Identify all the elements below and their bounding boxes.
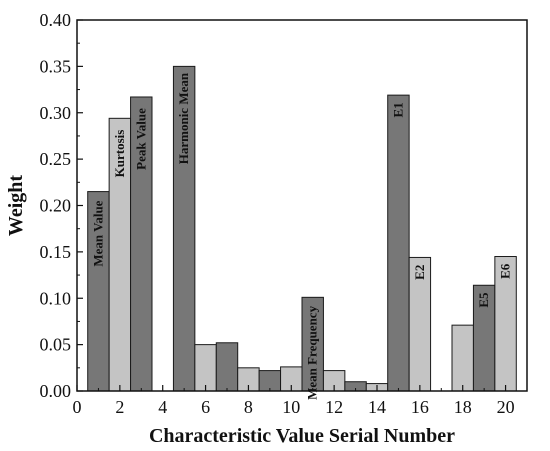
bar-15 <box>387 94 410 392</box>
y-tick-label: 0.15 <box>40 242 72 262</box>
x-tick-label: 0 <box>73 397 82 417</box>
x-tick-label: 18 <box>454 397 472 417</box>
y-axis-title: Weight <box>5 175 27 236</box>
bar-label-15: E1 <box>390 102 405 117</box>
x-tick-label: 16 <box>411 397 429 417</box>
bar-18 <box>451 324 474 392</box>
y-tick-label: 0.40 <box>40 10 72 30</box>
x-tick-label: 12 <box>325 397 343 417</box>
y-tick-label: 0.20 <box>40 196 72 216</box>
bar-label-11: Mean Frequency <box>305 305 320 399</box>
x-tick-label: 4 <box>158 397 167 417</box>
bar-9 <box>258 370 282 392</box>
x-tick-label: 6 <box>201 397 210 417</box>
bar-label-2: Kurtosis <box>112 130 127 178</box>
x-tick-label: 2 <box>115 397 124 417</box>
bar-labels-group: Mean Value Kurtosis Peak Value Harmonic Mea… <box>90 72 512 400</box>
y-tick-label: 0.25 <box>40 149 72 169</box>
bar-7 <box>215 342 239 392</box>
x-tick-label: 8 <box>244 397 253 417</box>
y-tick-label: 0.30 <box>40 103 72 123</box>
y-tick-label: 0.10 <box>40 288 72 308</box>
bar-label-1: Mean Value <box>90 200 105 266</box>
bar-6 <box>194 344 217 392</box>
bar-label-16: E2 <box>412 265 427 280</box>
y-tick-label: 0.00 <box>40 381 72 401</box>
y-tick-label: 0.05 <box>40 335 72 355</box>
bars-group <box>87 65 517 392</box>
y-tick-label: 0.35 <box>40 56 72 76</box>
bar-label-20: E6 <box>498 263 513 279</box>
ticks-group: 0 2 4 6 8 10 12 14 16 18 20 0.00 0.05 0.10 0.15 0.20 0.2… <box>40 10 515 417</box>
x-tick-label: 14 <box>368 397 386 417</box>
x-tick-label: 20 <box>497 397 515 417</box>
x-tick-label: 10 <box>282 397 300 417</box>
bar-label-3: Peak Value <box>133 108 148 170</box>
bar-label-19: E5 <box>476 292 491 308</box>
bar-label-5: Harmonic Mean <box>176 72 191 164</box>
x-axis-title: Characteristic Value Serial Number <box>149 425 455 447</box>
